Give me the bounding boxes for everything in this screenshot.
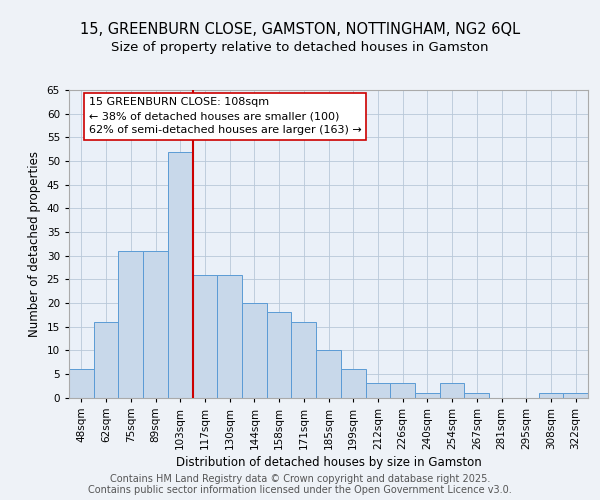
Bar	[365, 384, 390, 398]
Bar	[440, 384, 464, 398]
Y-axis label: Number of detached properties: Number of detached properties	[28, 151, 41, 337]
Bar	[168, 152, 193, 398]
Bar	[390, 384, 415, 398]
Bar	[69, 369, 94, 398]
Bar	[143, 251, 168, 398]
Text: Contains public sector information licensed under the Open Government Licence v3: Contains public sector information licen…	[88, 485, 512, 495]
Bar	[217, 274, 242, 398]
Bar	[316, 350, 341, 398]
Bar	[94, 322, 118, 398]
Bar	[242, 303, 267, 398]
Bar	[415, 393, 440, 398]
Bar	[193, 274, 217, 398]
Text: 15 GREENBURN CLOSE: 108sqm
← 38% of detached houses are smaller (100)
62% of sem: 15 GREENBURN CLOSE: 108sqm ← 38% of deta…	[89, 97, 362, 135]
Bar	[341, 369, 365, 398]
Bar	[292, 322, 316, 398]
X-axis label: Distribution of detached houses by size in Gamston: Distribution of detached houses by size …	[176, 456, 481, 468]
Bar	[563, 393, 588, 398]
Bar	[464, 393, 489, 398]
Bar	[267, 312, 292, 398]
Text: Size of property relative to detached houses in Gamston: Size of property relative to detached ho…	[111, 41, 489, 54]
Bar	[539, 393, 563, 398]
Text: 15, GREENBURN CLOSE, GAMSTON, NOTTINGHAM, NG2 6QL: 15, GREENBURN CLOSE, GAMSTON, NOTTINGHAM…	[80, 22, 520, 38]
Bar	[118, 251, 143, 398]
Text: Contains HM Land Registry data © Crown copyright and database right 2025.: Contains HM Land Registry data © Crown c…	[110, 474, 490, 484]
